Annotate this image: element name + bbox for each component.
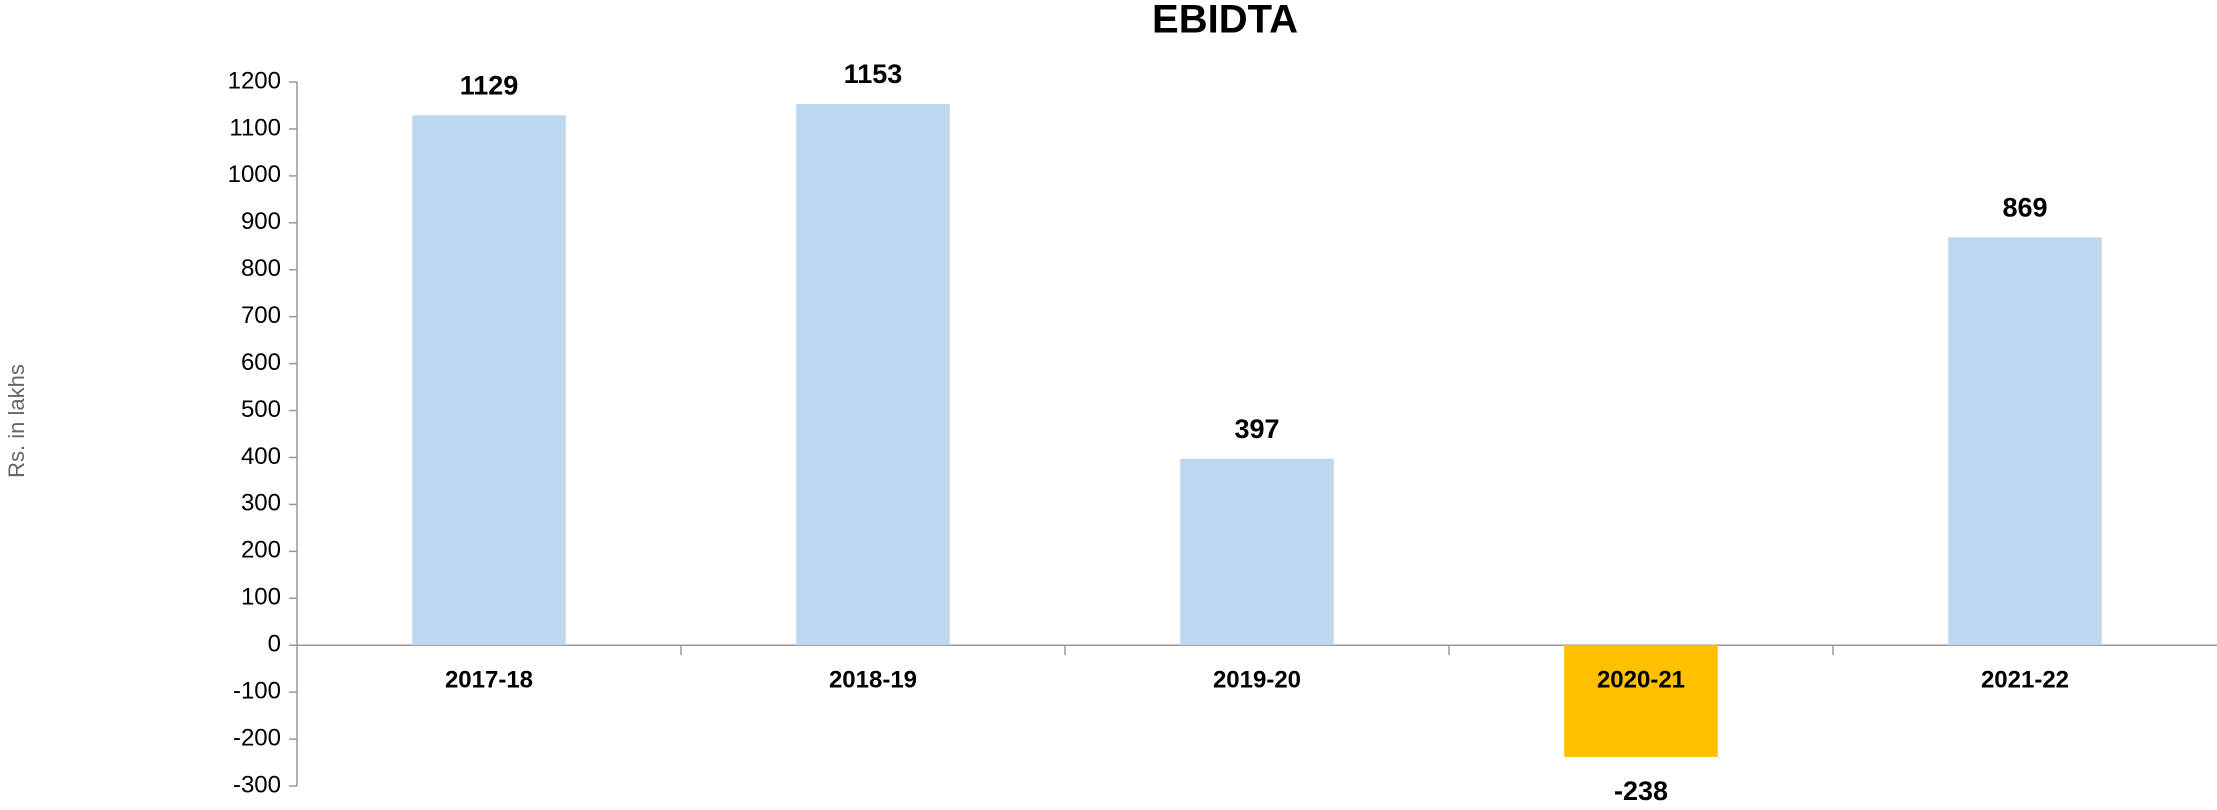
y-tick-label: 800 (241, 255, 281, 282)
value-label: 1153 (844, 59, 903, 89)
value-label: -238 (1614, 776, 1668, 805)
bar (796, 104, 950, 646)
bar (412, 115, 566, 646)
x-tick-label: 2017-18 (445, 667, 533, 694)
y-tick-label: -200 (233, 724, 281, 751)
y-tick-label: 0 (268, 631, 281, 658)
y-tick-label: 300 (241, 490, 281, 517)
y-tick-label: 600 (241, 349, 281, 376)
value-label: 397 (1234, 414, 1279, 444)
y-tick-label: 400 (241, 443, 281, 470)
x-tick-label: 2019-20 (1213, 667, 1301, 694)
value-label: 1129 (460, 70, 519, 100)
bar (1948, 237, 2102, 646)
chart-title: EBIDTA (1152, 0, 1298, 42)
y-tick-label: 100 (241, 584, 281, 611)
x-tick-label: 2021-22 (1981, 667, 2069, 694)
y-tick-label: 1100 (229, 114, 281, 141)
x-tick-label: 2020-21 (1597, 667, 1685, 694)
value-label: 869 (2002, 192, 2047, 222)
y-tick-label: 200 (241, 537, 281, 564)
y-tick-label: 700 (241, 302, 281, 329)
y-tick-label: 500 (241, 396, 281, 423)
y-tick-label: 1000 (228, 161, 281, 188)
y-tick-label: 900 (241, 208, 281, 235)
y-tick-label: -100 (233, 677, 281, 704)
x-tick-label: 2018-19 (829, 667, 917, 694)
y-tick-label: -300 (233, 771, 281, 798)
bar (1180, 458, 1334, 646)
y-axis-label: Rs. in lakhs (4, 364, 29, 478)
bar (1564, 645, 1718, 757)
y-tick-label: 1200 (228, 67, 281, 94)
